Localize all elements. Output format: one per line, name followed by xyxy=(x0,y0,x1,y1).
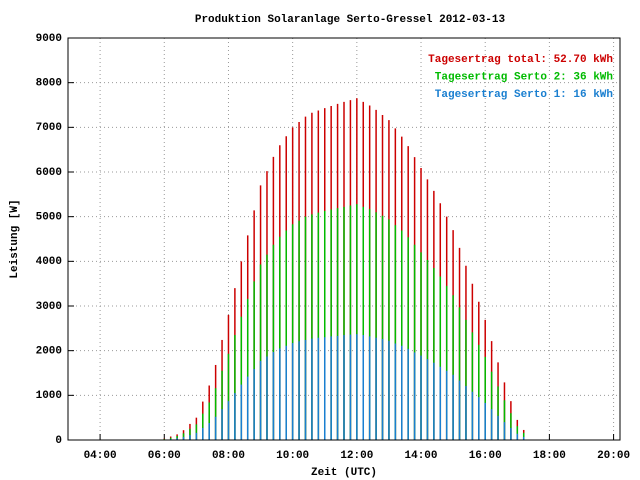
x-tick-label: 18:00 xyxy=(533,450,566,462)
x-tick-label: 08:00 xyxy=(212,450,245,462)
legend-entry: Tagesertrag total: 52.70 kWh xyxy=(428,54,613,66)
legend-entry: Tagesertrag Serto 1: 16 kWh xyxy=(435,89,613,101)
legend-entry: Tagesertrag Serto 2: 36 kWh xyxy=(435,71,613,83)
y-tick-label: 4000 xyxy=(36,256,62,268)
y-tick-label: 9000 xyxy=(36,33,62,45)
y-axis-label: Leistung [W] xyxy=(9,199,21,278)
y-tick-label: 5000 xyxy=(36,212,62,224)
y-tick-label: 1000 xyxy=(36,390,62,402)
y-tick-label: 8000 xyxy=(36,78,62,90)
x-axis-label: Zeit (UTC) xyxy=(311,467,377,479)
y-tick-label: 6000 xyxy=(36,167,62,179)
y-tick-label: 0 xyxy=(55,435,62,447)
x-tick-label: 16:00 xyxy=(469,450,502,462)
x-tick-label: 10:00 xyxy=(276,450,309,462)
chart-title: Produktion Solaranlage Serto-Gressel 201… xyxy=(195,14,506,26)
y-tick-label: 2000 xyxy=(36,346,62,358)
x-tick-label: 20:00 xyxy=(597,450,630,462)
x-tick-label: 04:00 xyxy=(84,450,117,462)
x-tick-label: 06:00 xyxy=(148,450,181,462)
y-tick-label: 3000 xyxy=(36,301,62,313)
x-tick-label: 12:00 xyxy=(340,450,373,462)
plot-frame xyxy=(67,37,621,441)
x-tick-label: 14:00 xyxy=(405,450,438,462)
y-tick-label: 7000 xyxy=(36,122,62,134)
